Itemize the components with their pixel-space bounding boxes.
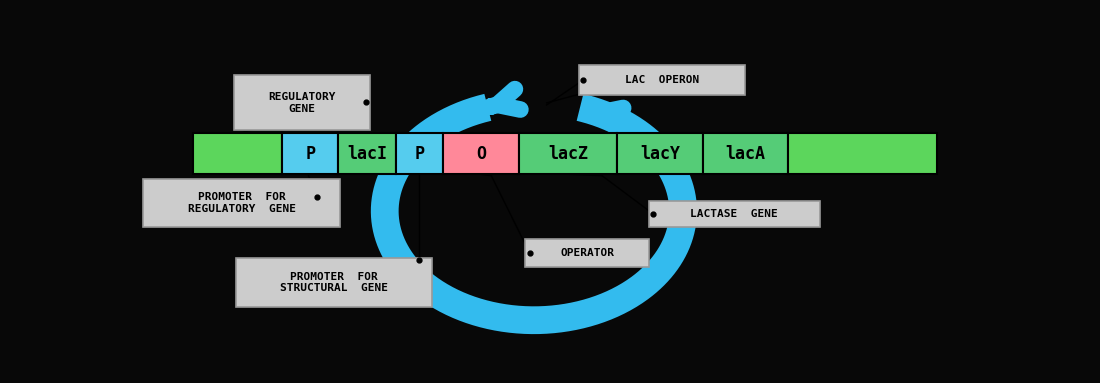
FancyBboxPatch shape: [526, 239, 649, 267]
FancyBboxPatch shape: [143, 178, 340, 228]
FancyBboxPatch shape: [442, 133, 519, 174]
FancyBboxPatch shape: [519, 133, 617, 174]
Text: lacZ: lacZ: [549, 145, 588, 163]
FancyBboxPatch shape: [788, 133, 937, 174]
Text: LACTASE  GENE: LACTASE GENE: [691, 209, 778, 219]
FancyBboxPatch shape: [235, 258, 431, 307]
FancyBboxPatch shape: [617, 133, 703, 174]
Text: P: P: [415, 145, 425, 163]
FancyBboxPatch shape: [649, 201, 820, 228]
Text: REGULATORY
GENE: REGULATORY GENE: [268, 92, 336, 113]
Text: LAC  OPERON: LAC OPERON: [625, 75, 700, 85]
FancyBboxPatch shape: [283, 133, 338, 174]
Text: PROMOTER  FOR
STRUCTURAL  GENE: PROMOTER FOR STRUCTURAL GENE: [279, 272, 387, 293]
Text: lacY: lacY: [640, 145, 680, 163]
Text: P: P: [305, 145, 315, 163]
FancyBboxPatch shape: [192, 133, 283, 174]
Text: lacA: lacA: [725, 145, 766, 163]
FancyBboxPatch shape: [703, 133, 788, 174]
Text: PROMOTER  FOR
REGULATORY  GENE: PROMOTER FOR REGULATORY GENE: [187, 192, 296, 214]
Text: O: O: [476, 145, 486, 163]
Text: lacI: lacI: [346, 145, 387, 163]
FancyBboxPatch shape: [234, 75, 371, 130]
Text: OPERATOR: OPERATOR: [560, 248, 614, 258]
FancyBboxPatch shape: [396, 133, 442, 174]
FancyBboxPatch shape: [579, 65, 746, 95]
FancyBboxPatch shape: [338, 133, 396, 174]
